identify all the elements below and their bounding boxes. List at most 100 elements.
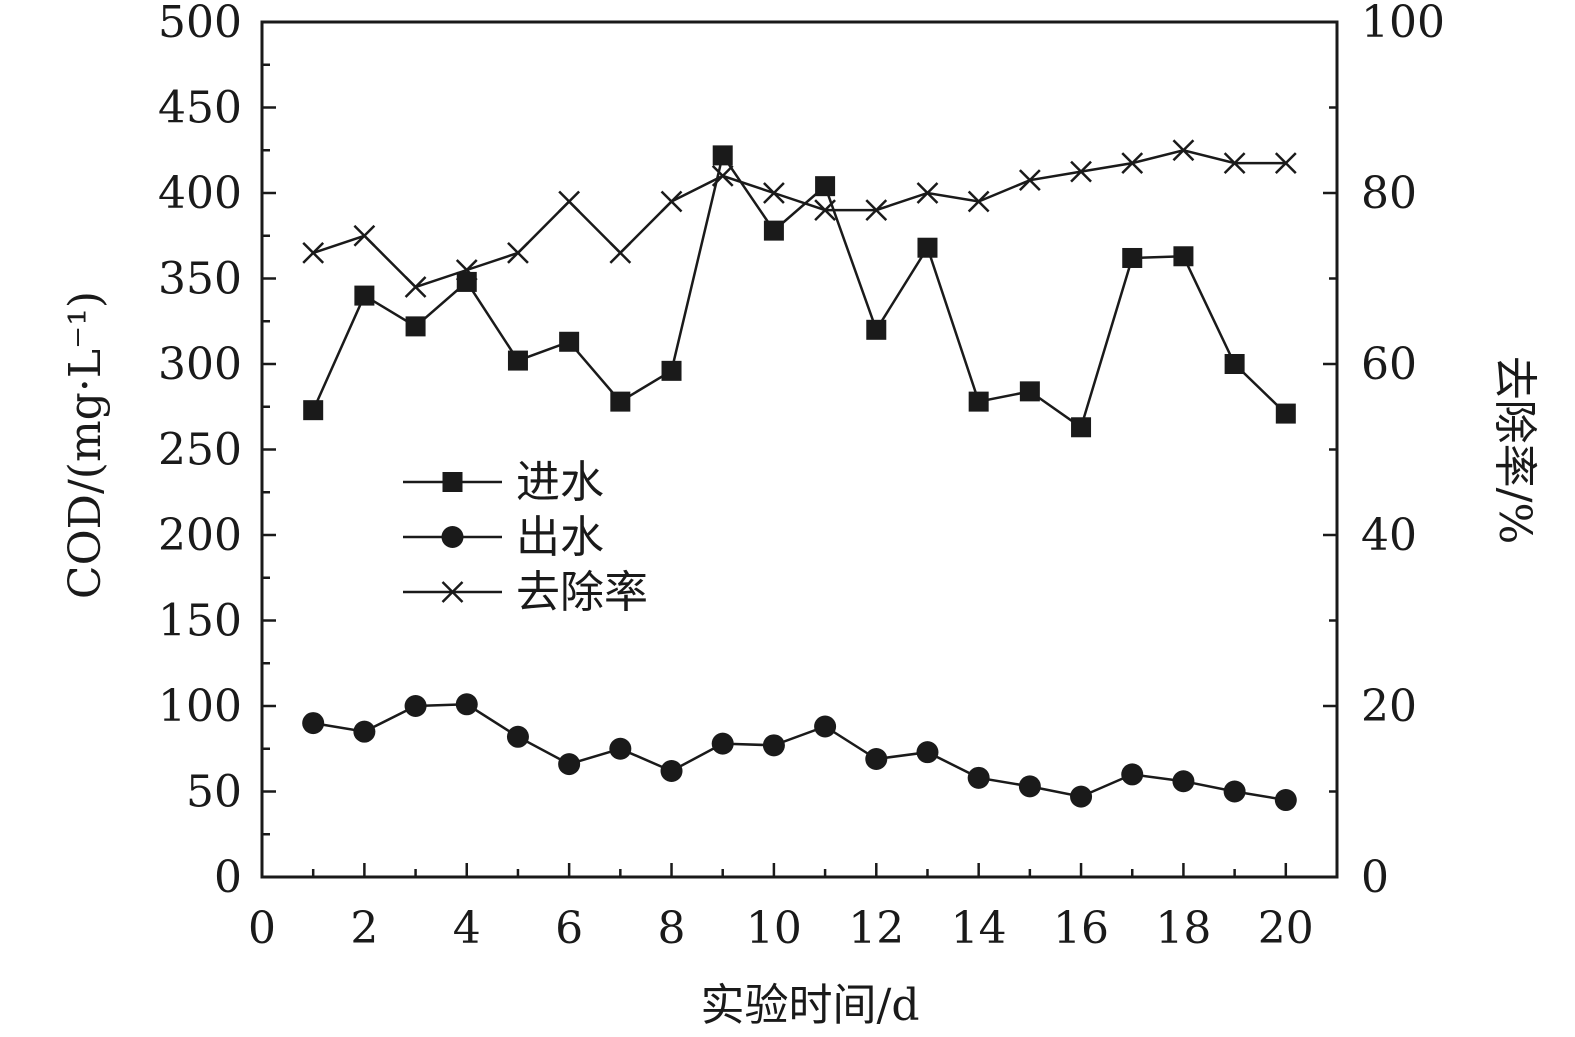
y2-tick-label: 80	[1361, 168, 1417, 219]
data-point	[1070, 785, 1093, 808]
data-point	[506, 725, 529, 748]
x-tick-label: 20	[1258, 903, 1314, 954]
data-point	[917, 237, 938, 258]
data-point	[660, 190, 683, 213]
series-line	[312, 152, 1287, 430]
legend-marker	[442, 472, 463, 492]
x-tick-label: 8	[658, 903, 686, 954]
cross-stroke	[404, 276, 427, 298]
y-axis-label: COD/(mg·L⁻¹)	[60, 291, 111, 599]
data-point	[1274, 789, 1297, 812]
data-point	[660, 759, 683, 782]
x-tick-label: 14	[951, 903, 1007, 954]
data-point	[763, 182, 785, 204]
data-point	[866, 319, 887, 340]
cross-stroke	[763, 182, 785, 204]
y2-axis-label: 去除率/%	[1489, 356, 1540, 545]
cross-stroke	[455, 259, 478, 281]
data-point	[762, 734, 785, 757]
data-point	[865, 199, 888, 221]
data-point	[967, 766, 990, 789]
cross-stroke	[1018, 169, 1041, 192]
data-point	[1122, 247, 1143, 268]
x-tick-label: 2	[350, 903, 378, 954]
data-point	[814, 199, 836, 221]
data-point	[1274, 152, 1297, 174]
data-point	[1071, 417, 1092, 438]
series-layer	[302, 139, 1297, 812]
y2-tick-label: 0	[1361, 852, 1389, 903]
cross-stroke	[711, 165, 734, 187]
y2-tick-label: 100	[1361, 0, 1445, 48]
y-tick-label: 100	[158, 681, 242, 732]
y-tick-label: 300	[158, 339, 242, 390]
data-point	[1173, 246, 1194, 267]
series-line	[312, 149, 1286, 289]
data-point	[353, 720, 376, 743]
series-2	[302, 693, 1297, 812]
data-point	[1018, 169, 1041, 192]
plot-frame	[260, 20, 1339, 879]
cross-stroke	[1172, 139, 1195, 162]
data-point	[405, 316, 426, 337]
y2-tick-label: 40	[1361, 510, 1417, 561]
data-point	[507, 241, 529, 264]
x-tick-label: 16	[1053, 903, 1109, 954]
data-point	[1070, 160, 1092, 183]
cross-stroke	[660, 190, 683, 213]
x-tick-label: 10	[746, 903, 802, 954]
legend-marker	[441, 581, 464, 603]
legend-label: 出水	[516, 512, 604, 563]
data-point	[558, 753, 581, 776]
data-point	[609, 737, 632, 760]
x-tick-label: 6	[555, 903, 583, 954]
data-point	[1223, 780, 1246, 803]
cross-stroke	[507, 241, 529, 264]
data-point	[404, 276, 427, 298]
x-tick-label: 4	[453, 903, 481, 954]
y-tick-label: 400	[158, 168, 242, 219]
data-point	[455, 693, 478, 716]
data-point	[354, 285, 375, 306]
data-point	[661, 360, 682, 381]
data-point	[814, 715, 837, 738]
series-line	[312, 703, 1287, 802]
plot-border	[260, 20, 1339, 879]
data-point	[455, 259, 478, 281]
data-point	[712, 145, 733, 166]
y-tick-label: 500	[158, 0, 242, 48]
data-point	[1018, 775, 1041, 798]
data-point	[1224, 354, 1245, 374]
series-1	[303, 145, 1296, 438]
legend-label: 进水	[516, 457, 604, 508]
legend-entry: 去除率	[403, 567, 648, 618]
data-point	[1121, 763, 1144, 786]
x-tick-label: 18	[1155, 903, 1211, 954]
data-point	[1121, 152, 1144, 174]
data-point	[763, 220, 784, 241]
y-tick-label: 250	[158, 425, 242, 476]
data-point	[609, 241, 632, 264]
data-point	[1275, 403, 1296, 424]
data-point	[711, 165, 734, 187]
data-point	[916, 182, 939, 204]
x-tick-label: 0	[248, 903, 276, 954]
data-point	[558, 190, 581, 213]
data-point	[967, 190, 990, 213]
cross-stroke	[967, 190, 990, 213]
cross-stroke	[1274, 152, 1297, 174]
data-point	[610, 391, 631, 412]
y-tick-label: 200	[158, 510, 242, 561]
cross-stroke	[865, 199, 888, 221]
y-tick-label: 50	[186, 767, 242, 818]
cross-stroke	[1070, 160, 1092, 183]
y2-tick-label: 20	[1361, 681, 1417, 732]
data-point	[916, 741, 939, 764]
series-3	[302, 139, 1297, 298]
cross-stroke	[1223, 152, 1246, 174]
data-point	[865, 748, 888, 771]
cross-stroke	[441, 581, 464, 603]
cross-stroke	[353, 224, 376, 247]
cross-stroke	[609, 241, 632, 264]
